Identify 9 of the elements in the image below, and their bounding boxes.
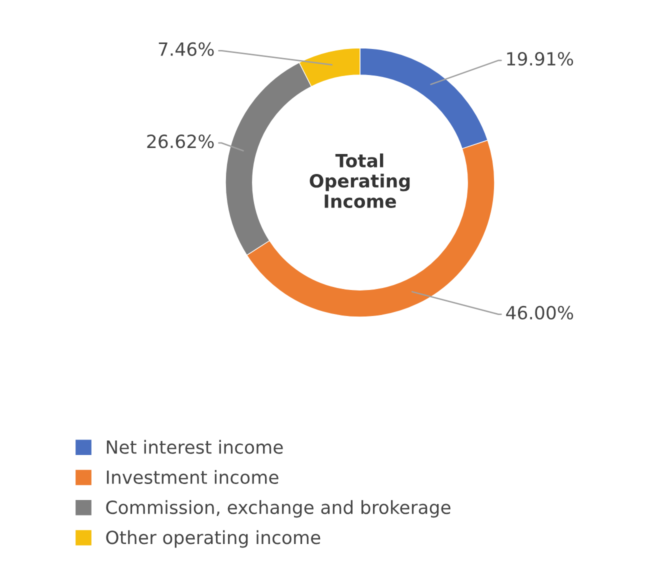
data-label: 26.62% <box>147 134 214 148</box>
data-label: 7.46% <box>158 42 214 56</box>
data-label: 19.91% <box>507 52 574 66</box>
text: Total Operating Income <box>310 153 410 208</box>
legend-label: Other operating income <box>106 530 320 548</box>
data-label: 46.00% <box>506 306 574 320</box>
legend-label: Commission, exchange and brokerage <box>106 500 450 518</box>
legend-label: Net interest income <box>106 440 283 454</box>
legend-label: Investment income <box>106 470 278 484</box>
